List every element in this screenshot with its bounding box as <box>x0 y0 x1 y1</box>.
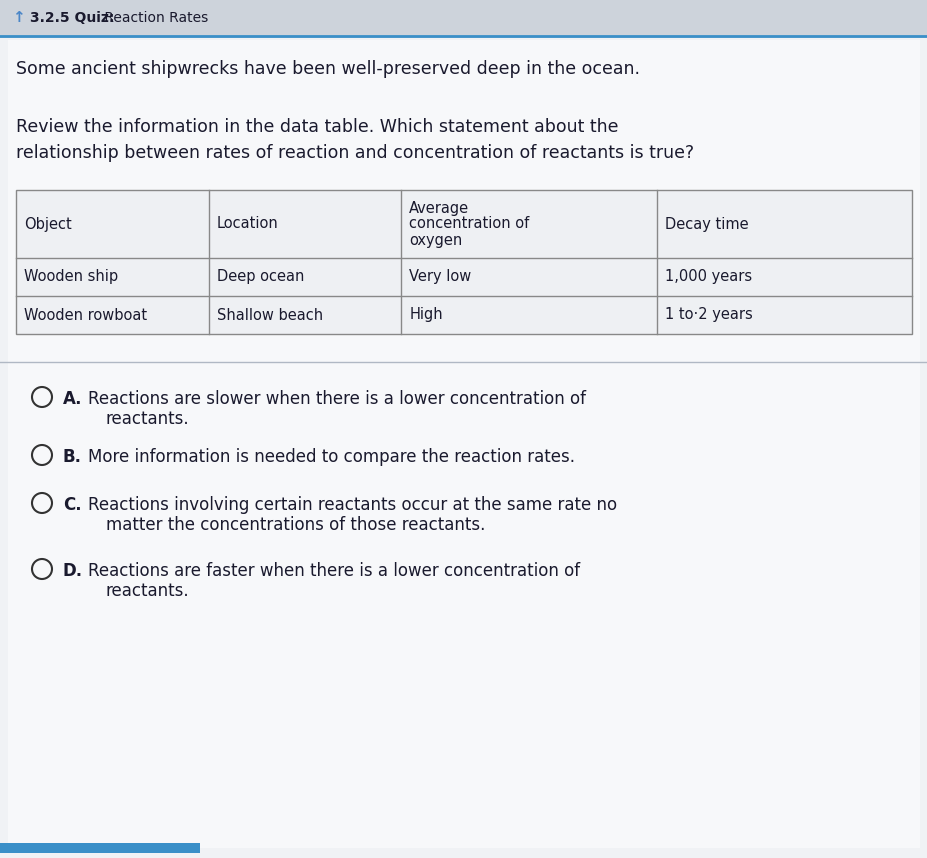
Text: Wooden ship: Wooden ship <box>24 269 118 285</box>
Text: oxygen: oxygen <box>409 233 462 247</box>
Text: Very low: Very low <box>409 269 471 285</box>
Text: Shallow beach: Shallow beach <box>216 307 323 323</box>
Text: Wooden rowboat: Wooden rowboat <box>24 307 147 323</box>
Text: Location: Location <box>216 216 278 232</box>
Text: Object: Object <box>24 216 71 232</box>
Text: Reactions involving certain reactants occur at the same rate no: Reactions involving certain reactants oc… <box>88 496 616 514</box>
Bar <box>0 843 200 853</box>
Text: Reaction Rates: Reaction Rates <box>100 11 208 25</box>
Text: Reactions are slower when there is a lower concentration of: Reactions are slower when there is a low… <box>88 390 585 408</box>
Bar <box>16 190 911 334</box>
Text: Reactions are faster when there is a lower concentration of: Reactions are faster when there is a low… <box>88 562 579 580</box>
Text: Deep ocean: Deep ocean <box>216 269 304 285</box>
Text: relationship between rates of reaction and concentration of reactants is true?: relationship between rates of reaction a… <box>16 144 693 162</box>
Text: Average: Average <box>409 201 469 215</box>
Text: 1 to·2 years: 1 to·2 years <box>664 307 752 323</box>
Text: reactants.: reactants. <box>106 410 189 428</box>
Text: High: High <box>409 307 442 323</box>
Text: reactants.: reactants. <box>106 582 189 600</box>
Text: Some ancient shipwrecks have been well-preserved deep in the ocean.: Some ancient shipwrecks have been well-p… <box>16 60 640 78</box>
Text: B.: B. <box>63 448 82 466</box>
Text: C.: C. <box>63 496 82 514</box>
Text: Review the information in the data table. Which statement about the: Review the information in the data table… <box>16 118 617 136</box>
Text: concentration of: concentration of <box>409 216 529 232</box>
Text: 1,000 years: 1,000 years <box>664 269 751 285</box>
Text: More information is needed to compare the reaction rates.: More information is needed to compare th… <box>88 448 575 466</box>
Text: matter the concentrations of those reactants.: matter the concentrations of those react… <box>106 516 485 534</box>
Bar <box>0 0 927 36</box>
Text: 3.2.5 Quiz:: 3.2.5 Quiz: <box>30 11 114 25</box>
Text: D.: D. <box>63 562 83 580</box>
Text: A.: A. <box>63 390 83 408</box>
Text: ↑: ↑ <box>12 10 25 26</box>
Text: Decay time: Decay time <box>664 216 747 232</box>
